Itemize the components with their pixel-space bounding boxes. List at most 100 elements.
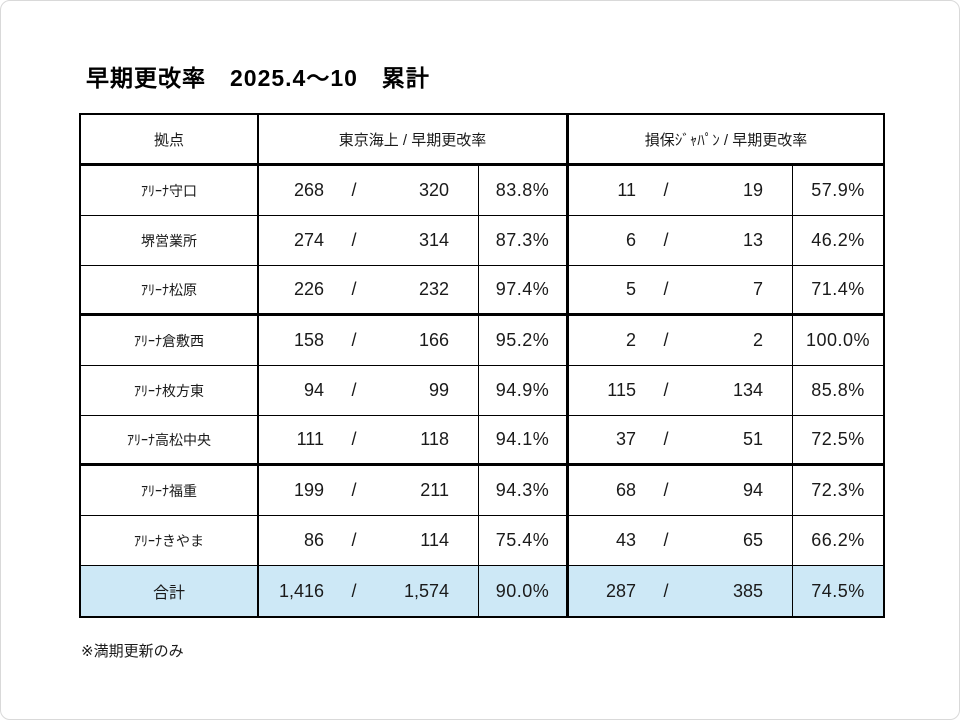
tokio-marine-fraction-cell: 158 / 166 [259,316,479,365]
tokio-marine-fraction-cell: 199 / 211 [259,466,479,515]
sompo-japan-renewed-count: 43 [615,530,636,550]
sompo-japan-fraction-cell: 115 / 134 [569,366,793,415]
fraction-separator: / [663,180,669,200]
fraction-separator: / [351,380,357,400]
tokio-marine-renewed-count: 94 [303,380,324,400]
page-title: 早期更改率 2025.4～10 累計 [86,65,430,91]
location-cell: 合計 [81,566,259,616]
sompo-japan-rate-cell: 72.3% [811,480,865,500]
sompo-japan-total-count: 65 [742,530,763,550]
sompo-japan-rate-cell: 74.5% [811,580,865,601]
tokio-marine-total-count: 314 [418,230,449,250]
tokio-marine-total-count: 118 [420,429,449,449]
location-cell: 堺営業所 [81,216,259,265]
sompo-japan-total-count: 2 [752,330,763,350]
tokio-marine-fraction-cell: 86 / 114 [259,516,479,565]
location-cell: ｱﾘｰﾅ枚方東 [81,366,259,415]
table-row: ｱﾘｰﾅ倉敷西 158 / 166 95.2% 2 / 2 100.0% [81,316,883,366]
sompo-japan-renewed-count: 2 [625,330,636,350]
tokio-marine-rate-cell: 94.3% [479,466,569,515]
tokio-marine-rate-cell: 87.3% [479,216,569,265]
tokio-marine-fraction-cell: 274 / 314 [259,216,479,265]
sompo-japan-total-count: 134 [732,380,763,400]
tokio-marine-total-count: 232 [418,279,449,299]
fraction-separator: / [351,580,357,601]
location-cell: ｱﾘｰﾅ高松中央 [81,416,259,463]
sompo-japan-renewed-count: 5 [625,279,636,299]
tokio-marine-total-count: 211 [420,480,449,500]
tokio-marine-total-count: 99 [428,380,449,400]
tokio-marine-rate-cell: 75.4% [479,516,569,565]
location-cell: ｱﾘｰﾅ福重 [81,466,259,515]
sompo-japan-renewed-count: 37 [615,429,636,449]
tokio-marine-renewed-count: 158 [293,330,324,350]
tokio-marine-fraction-cell: 268 / 320 [259,166,479,215]
sompo-japan-fraction-cell: 6 / 13 [569,216,793,265]
sompo-japan-total-count: 7 [752,279,763,299]
location-cell: ｱﾘｰﾅ松原 [81,266,259,313]
fraction-separator: / [663,330,669,350]
tokio-marine-rate-cell: 90.0% [479,566,569,616]
fraction-separator: / [663,279,669,299]
tokio-marine-total-count: 114 [420,530,449,550]
table-row: ｱﾘｰﾅ福重 199 / 211 94.3% 68 / 94 72.3% [81,466,883,516]
sompo-japan-renewed-count: 287 [605,580,636,601]
fraction-separator: / [351,230,357,250]
tokio-marine-renewed-count: 274 [293,230,324,250]
location-cell: ｱﾘｰﾅ倉敷西 [81,316,259,365]
fraction-separator: / [663,230,669,250]
sompo-japan-fraction-cell: 287 / 385 [569,566,793,616]
sompo-japan-fraction-cell: 43 / 65 [569,516,793,565]
fraction-separator: / [351,429,357,449]
table-row: 堺営業所 274 / 314 87.3% 6 / 13 46.2% [81,216,883,266]
tokio-marine-rate-cell: 94.9% [479,366,569,415]
tokio-marine-rate-cell: 94.1% [479,416,569,463]
tokio-marine-fraction-cell: 226 / 232 [259,266,479,313]
sompo-japan-rate-cell: 100.0% [805,330,871,350]
sompo-japan-fraction-cell: 37 / 51 [569,416,793,463]
header-location: 拠点 [81,115,259,163]
fraction-separator: / [351,530,357,550]
table-row: ｱﾘｰﾅ守口 268 / 320 83.8% 11 / 19 57.9% [81,166,883,216]
fraction-separator: / [663,580,669,601]
tokio-marine-renewed-count: 1,416 [278,580,324,601]
tokio-marine-rate-cell: 97.4% [479,266,569,313]
sompo-japan-rate-cell: 85.8% [811,380,865,400]
footnote: ※満期更新のみ [81,643,184,660]
table-body: ｱﾘｰﾅ守口 268 / 320 83.8% 11 / 19 57.9% 堺営業… [81,166,883,616]
tokio-marine-renewed-count: 226 [293,279,324,299]
sompo-japan-fraction-cell: 68 / 94 [569,466,793,515]
tokio-marine-total-count: 166 [418,330,449,350]
sompo-japan-rate-cell: 57.9% [811,180,865,200]
tokio-marine-total-count: 320 [418,180,449,200]
fraction-separator: / [663,530,669,550]
table-row: ｱﾘｰﾅ高松中央 111 / 118 94.1% 37 / 51 72.5% [81,416,883,466]
sompo-japan-renewed-count: 115 [607,380,636,400]
fraction-separator: / [663,480,669,500]
sompo-japan-rate-cell: 72.5% [811,429,865,449]
sompo-japan-rate-cell: 46.2% [811,230,865,250]
sompo-japan-renewed-count: 68 [615,480,636,500]
sompo-japan-total-count: 51 [742,429,763,449]
table-row: ｱﾘｰﾅきやま 86 / 114 75.4% 43 / 65 66.2% [81,516,883,566]
sompo-japan-rate-cell: 71.4% [811,279,865,299]
tokio-marine-renewed-count: 199 [293,480,324,500]
table-total-row: 合計 1,416 / 1,574 90.0% 287 / 385 74.5% [81,566,883,616]
table-row: ｱﾘｰﾅ枚方東 94 / 99 94.9% 115 / 134 85.8% [81,366,883,416]
tokio-marine-renewed-count: 268 [293,180,324,200]
header-tokio-marine: 東京海上 / 早期更改率 [259,115,569,163]
sompo-japan-rate-cell: 66.2% [811,530,865,550]
tokio-marine-renewed-count: 111 [296,429,324,449]
location-cell: ｱﾘｰﾅ守口 [81,166,259,215]
fraction-separator: / [663,380,669,400]
tokio-marine-fraction-cell: 111 / 118 [259,416,479,463]
fraction-separator: / [351,279,357,299]
fraction-separator: / [351,330,357,350]
sompo-japan-fraction-cell: 5 / 7 [569,266,793,313]
location-cell: ｱﾘｰﾅきやま [81,516,259,565]
fraction-separator: / [351,480,357,500]
sompo-japan-total-count: 385 [732,580,763,601]
sompo-japan-total-count: 94 [742,480,763,500]
sompo-japan-total-count: 19 [742,180,763,200]
